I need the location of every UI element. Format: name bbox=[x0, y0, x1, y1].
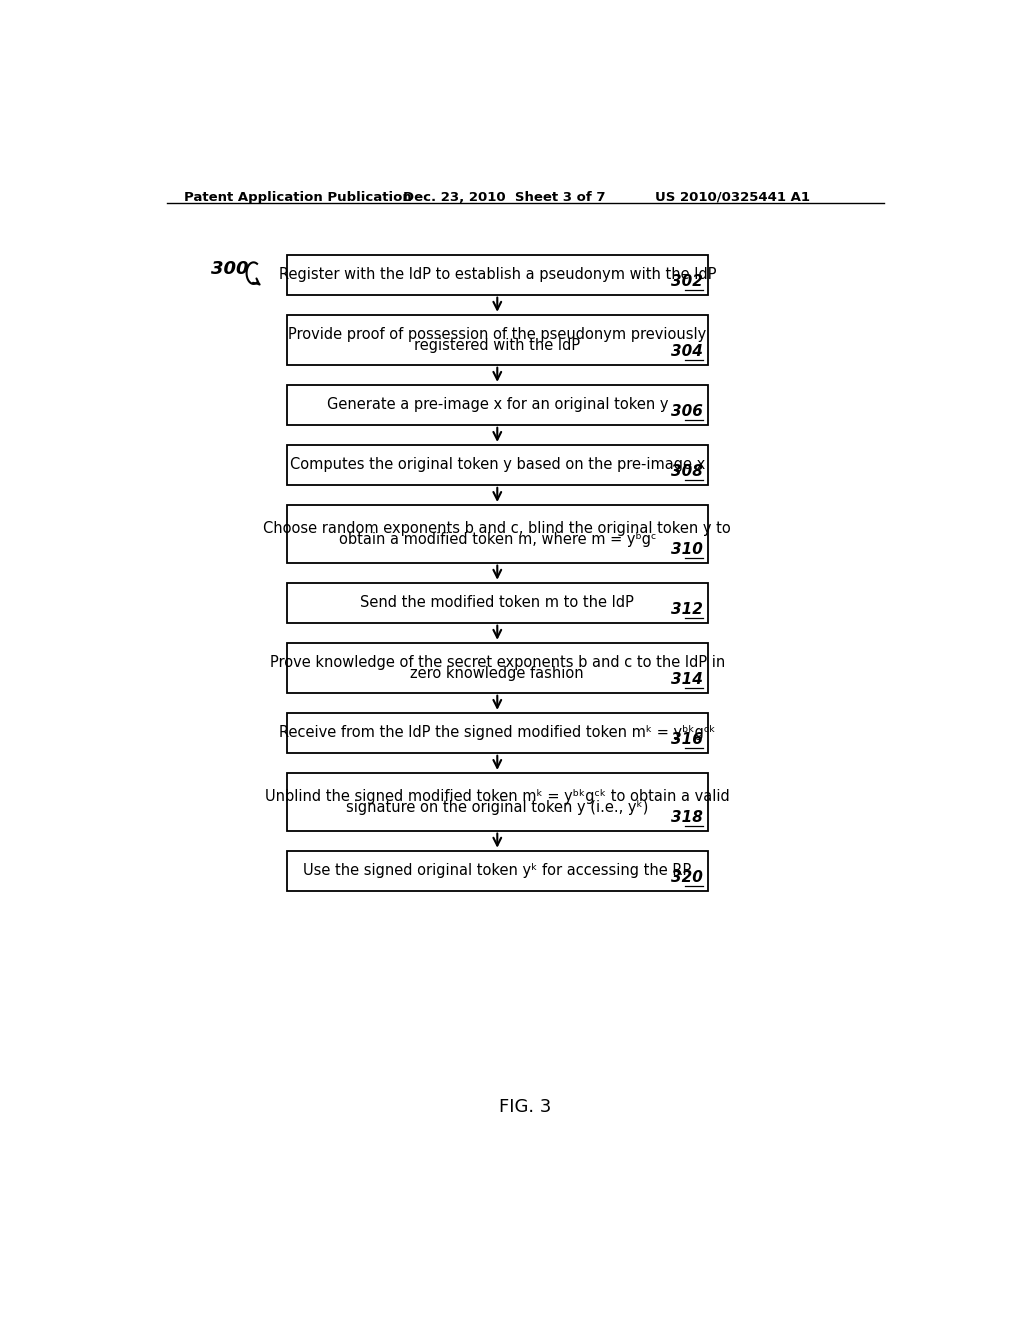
Text: US 2010/0325441 A1: US 2010/0325441 A1 bbox=[655, 191, 810, 203]
Text: Computes the original token y based on the pre-image x: Computes the original token y based on t… bbox=[290, 457, 705, 473]
Text: 306: 306 bbox=[671, 404, 703, 420]
Bar bbox=[287, 255, 708, 294]
Text: Register with the IdP to establish a pseudonym with the IdP: Register with the IdP to establish a pse… bbox=[279, 267, 716, 282]
Bar bbox=[287, 713, 708, 752]
Text: Patent Application Publication: Patent Application Publication bbox=[183, 191, 412, 203]
Text: FIG. 3: FIG. 3 bbox=[499, 1098, 551, 1115]
Bar bbox=[287, 774, 708, 830]
Text: 312: 312 bbox=[671, 602, 703, 618]
Bar bbox=[287, 314, 708, 364]
Bar bbox=[287, 506, 708, 562]
Text: Generate a pre-image x for an original token y: Generate a pre-image x for an original t… bbox=[327, 397, 668, 412]
Text: Dec. 23, 2010  Sheet 3 of 7: Dec. 23, 2010 Sheet 3 of 7 bbox=[403, 191, 605, 203]
Text: signature on the original token y (i.e., yᵏ): signature on the original token y (i.e.,… bbox=[346, 800, 648, 814]
Text: 308: 308 bbox=[671, 465, 703, 479]
Text: zero knowledge fashion: zero knowledge fashion bbox=[411, 665, 584, 681]
Text: obtain a modified token m, where m = yᵇgᶜ: obtain a modified token m, where m = yᵇg… bbox=[339, 532, 656, 546]
Text: registered with the IdP: registered with the IdP bbox=[415, 338, 581, 352]
Text: 304: 304 bbox=[671, 345, 703, 359]
Text: Receive from the IdP the signed modified token mᵏ = yᵇᵏgᶜᵏ: Receive from the IdP the signed modified… bbox=[279, 725, 716, 741]
Text: Provide proof of possession of the pseudonym previously: Provide proof of possession of the pseud… bbox=[288, 327, 707, 342]
Text: 302: 302 bbox=[671, 275, 703, 289]
Text: 320: 320 bbox=[671, 870, 703, 886]
Bar bbox=[287, 445, 708, 484]
Text: Send the modified token m to the IdP: Send the modified token m to the IdP bbox=[360, 595, 634, 610]
Text: 316: 316 bbox=[671, 733, 703, 747]
Text: Prove knowledge of the secret exponents b and c to the IdP in: Prove knowledge of the secret exponents … bbox=[269, 655, 725, 669]
Bar bbox=[287, 850, 708, 891]
Text: 318: 318 bbox=[671, 810, 703, 825]
Text: 314: 314 bbox=[671, 672, 703, 688]
Text: 310: 310 bbox=[671, 543, 703, 557]
Bar bbox=[287, 643, 708, 693]
Text: 300: 300 bbox=[211, 260, 248, 277]
Bar bbox=[287, 385, 708, 425]
Bar bbox=[287, 582, 708, 623]
Text: Unblind the signed modified token mᵏ = yᵇᵏgᶜᵏ to obtain a valid: Unblind the signed modified token mᵏ = y… bbox=[265, 789, 730, 804]
Text: Use the signed original token yᵏ for accessing the RP: Use the signed original token yᵏ for acc… bbox=[303, 863, 691, 878]
Text: Choose random exponents b and c, blind the original token y to: Choose random exponents b and c, blind t… bbox=[263, 521, 731, 536]
